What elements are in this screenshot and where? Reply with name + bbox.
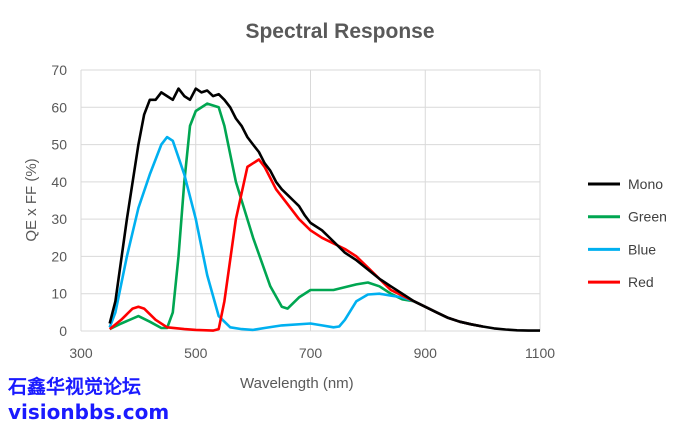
y-tick-label: 70 (51, 62, 67, 78)
y-tick-label: 0 (59, 323, 67, 339)
legend-label-mono: Mono (628, 176, 663, 192)
series-line-red (108, 158, 483, 332)
x-tick-label: 1100 (525, 345, 555, 361)
watermark-chinese: 石鑫华视觉论坛 (8, 376, 142, 398)
watermark-url: visionbbs.com (8, 400, 170, 424)
y-tick-label: 60 (51, 99, 67, 115)
x-tick-label: 500 (184, 345, 208, 361)
y-tick-label: 30 (51, 211, 67, 227)
legend-label-blue: Blue (628, 241, 656, 257)
y-tick-label: 40 (51, 174, 67, 190)
y-tick-label: 50 (51, 137, 67, 153)
x-tick-label: 700 (299, 345, 323, 361)
legend-label-green: Green (628, 209, 667, 225)
x-tick-label: 300 (69, 345, 93, 361)
x-axis-label: Wavelength (nm) (240, 375, 354, 392)
chart-title: Spectral Response (245, 20, 434, 43)
legend-label-red: Red (628, 274, 654, 290)
y-tick-label: 20 (51, 248, 67, 264)
y-axis-label: QE x FF (%) (23, 158, 40, 241)
x-tick-label: 900 (414, 345, 438, 361)
y-tick-label: 10 (51, 286, 67, 302)
series-line-mono (108, 87, 540, 332)
